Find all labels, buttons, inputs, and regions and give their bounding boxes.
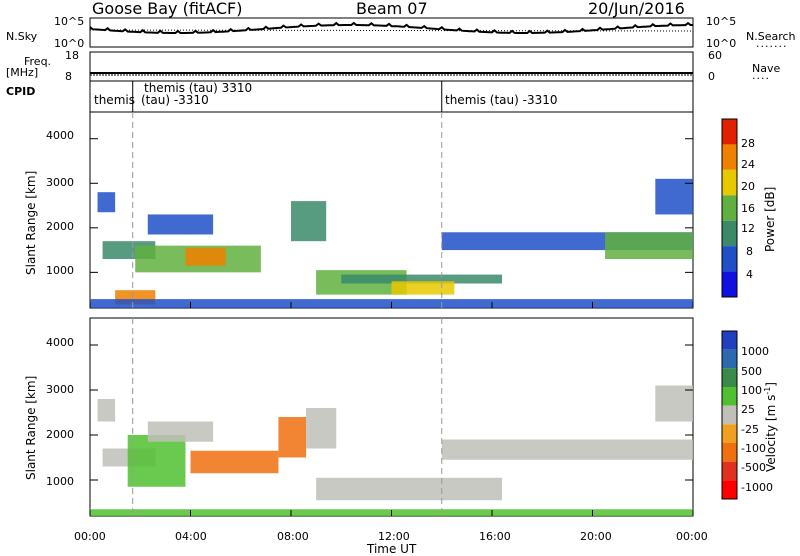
freq-tick-bottom: 8 xyxy=(65,70,72,83)
power-ytick: 3000 xyxy=(46,176,74,189)
freq-label-1: Freq. xyxy=(24,55,52,68)
nsearch-tick-top: 10^5 xyxy=(706,15,737,28)
power-echo-region xyxy=(291,201,327,242)
power-echo-region xyxy=(655,178,693,215)
velocity-cbar-tick: -100 xyxy=(741,442,766,455)
velocity-colorbar-cell xyxy=(722,443,737,462)
velocity-colorbar-cell xyxy=(722,424,737,443)
velocity-ytick: 3000 xyxy=(46,383,74,396)
xtick: 00:00 xyxy=(74,530,106,543)
velocity-cbar-tick: 500 xyxy=(741,365,762,378)
nsky-tick-bottom: 10^0 xyxy=(54,37,85,50)
power-colorbar-cell xyxy=(722,144,737,170)
velocity-cbar-tick: -1000 xyxy=(741,481,773,494)
cpid-entry-tau-pos: themis (tau) 3310 xyxy=(144,81,253,95)
velocity-echo-region xyxy=(190,450,279,474)
velocity-echo-region xyxy=(278,417,307,458)
power-ytick: 4000 xyxy=(46,129,74,142)
cpid-panel-frame xyxy=(89,80,694,113)
power-ylabel: Slant Range [km] xyxy=(24,170,38,275)
freq-tick-top: 18 xyxy=(65,49,79,62)
velocity-ytick: 1000 xyxy=(46,475,74,488)
nsky-panel-frame xyxy=(89,17,694,48)
xtick: 16:00 xyxy=(479,530,511,543)
power-cbar-tick: 24 xyxy=(741,158,755,171)
xtick: 20:00 xyxy=(580,530,612,543)
nsky-label: N.Sky xyxy=(6,30,38,43)
power-cbar-tick: 28 xyxy=(741,137,755,150)
xtick: 08:00 xyxy=(277,530,309,543)
nsearch-tick-bottom: 10^0 xyxy=(706,37,737,50)
velocity-ytick: 4000 xyxy=(46,336,74,349)
velocity-cbar-tick: 100 xyxy=(741,384,762,397)
velocity-echo-region xyxy=(441,439,693,460)
date-title: 20/Jun/2016 xyxy=(588,0,685,18)
power-cbar-tick: 4 xyxy=(746,268,753,281)
velocity-echo-region xyxy=(97,399,116,422)
xtick: 00:00 xyxy=(676,530,708,543)
xtick: 12:00 xyxy=(378,530,410,543)
power-echo-region xyxy=(147,214,214,235)
power-cbar-label: Power [dB] xyxy=(763,186,777,252)
velocity-colorbar-cell xyxy=(722,405,737,425)
velocity-colorbar-cell xyxy=(722,461,737,481)
power-colorbar-frame xyxy=(721,118,738,298)
power-ytick: 1000 xyxy=(46,264,74,277)
power-echo-region xyxy=(605,232,693,259)
freq-label-2: [MHz] xyxy=(6,66,39,79)
velocity-colorbar-cell xyxy=(722,349,737,369)
power-cbar-tick: 12 xyxy=(741,222,755,235)
power-cbar-tick: 8 xyxy=(746,245,753,258)
station-title: Goose Bay (fitACF) xyxy=(92,0,243,18)
power-colorbar-cell xyxy=(722,220,737,247)
cpid-label: CPID xyxy=(6,85,36,98)
velocity-cbar-tick: 1000 xyxy=(741,345,769,358)
cpid-entry-themis: themis xyxy=(94,93,135,107)
nave-label: Nave xyxy=(752,62,781,75)
velocity-colorbar-cell xyxy=(722,368,737,387)
xtick: 04:00 xyxy=(175,530,207,543)
nave-tick-top: 60 xyxy=(708,49,722,62)
velocity-colorbar-frame xyxy=(721,330,738,500)
power-echo-region xyxy=(185,247,226,266)
power-colorbar-cell xyxy=(722,246,737,272)
velocity-ytick: 2000 xyxy=(46,428,74,441)
velocity-echo-region xyxy=(655,385,693,422)
power-echo-region xyxy=(391,281,455,295)
power-colorbar-cell xyxy=(722,195,737,221)
velocity-cbar-tick: 25 xyxy=(741,403,755,416)
nsearch-dots: ······· xyxy=(756,40,788,53)
cpid-entry-themis-tau-neg: themis (tau) -3310 xyxy=(445,93,558,107)
power-colorbar-cell xyxy=(722,169,737,196)
velocity-colorbar-cell xyxy=(722,480,737,499)
power-echo-region xyxy=(97,192,116,213)
nsky-tick-top: 10^5 xyxy=(54,15,85,28)
power-cbar-tick: 20 xyxy=(741,180,755,193)
power-cbar-tick: 16 xyxy=(741,202,755,215)
cpid-entry-tau-neg: (tau) -3310 xyxy=(141,93,209,107)
velocity-ylabel: Slant Range [km] xyxy=(24,375,38,480)
velocity-echo-region xyxy=(306,408,337,449)
nave-tick-bottom: 0 xyxy=(708,70,715,83)
nsearch-label: N.Search xyxy=(746,30,796,43)
velocity-cbar-label: Velocity [m s-1] xyxy=(763,382,778,472)
nave-dots: ···· xyxy=(752,72,770,85)
power-echo-region xyxy=(341,274,503,284)
velocity-echo-region xyxy=(316,477,503,501)
velocity-cbar-tick: -500 xyxy=(741,461,766,474)
power-colorbar-cell xyxy=(722,271,737,297)
beam-title: Beam 07 xyxy=(356,0,428,18)
freq-panel-frame xyxy=(89,51,694,82)
velocity-echo-region xyxy=(147,421,214,442)
power-colorbar-cell xyxy=(722,119,737,145)
velocity-colorbar-cell xyxy=(722,387,737,406)
velocity-cbar-tick: -25 xyxy=(741,423,759,436)
xlabel: Time UT xyxy=(367,542,417,556)
power-ytick: 2000 xyxy=(46,220,74,233)
nsky-trace xyxy=(89,21,693,35)
velocity-echo-region xyxy=(127,435,186,487)
velocity-colorbar-cell xyxy=(722,331,737,350)
